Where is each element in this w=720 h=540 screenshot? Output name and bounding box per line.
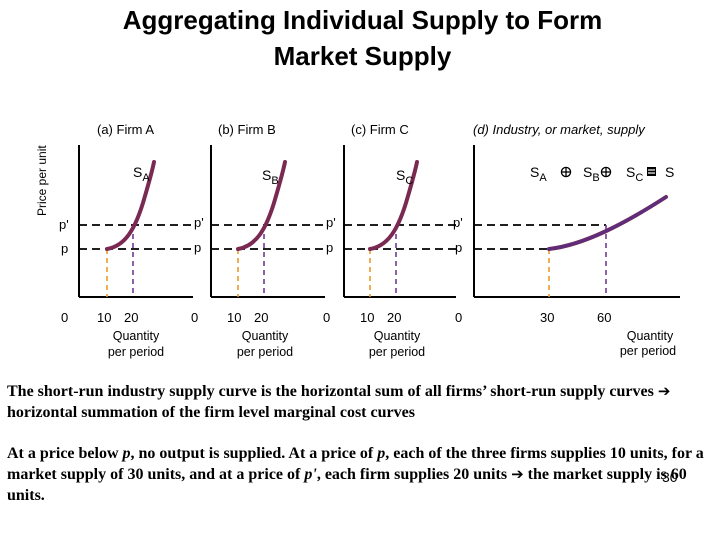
plus-icon: [560, 166, 572, 178]
origin-d: 0: [455, 310, 462, 325]
tick-20-a: 20: [124, 310, 138, 325]
x-label-b-1: Quantity: [242, 329, 289, 343]
arrow-right-icon: ➔: [657, 382, 671, 400]
tick-10-c: 10: [360, 310, 374, 325]
curve-label-a: SA: [133, 164, 150, 184]
caption-explanation: At a price below p, no output is supplie…: [7, 445, 704, 504]
supply-diagram: Price per unit (a) Firm A SA p' p 0 10 2…: [35, 122, 680, 359]
panel-firm-a: (a) Firm A SA p' p 0 10 20 Quantity per …: [59, 122, 193, 359]
price-low-label-d: p: [455, 240, 462, 255]
x-label-c-1: Quantity: [374, 329, 421, 343]
x-label-b-2: per period: [237, 345, 293, 359]
panel-firm-b: (b) Firm B SB p' p 0 10 20 Quantity per …: [191, 122, 325, 359]
x-label-a-1: Quantity: [113, 329, 160, 343]
panel-firm-c: (c) Firm C SC p' p 0 10 20 Quantity per …: [323, 122, 456, 359]
panel-title-d: (d) Industry, or market, supply: [473, 122, 646, 137]
title-line-1: Aggregating Individual Supply to Form: [122, 5, 603, 35]
panel-title-c: (c) Firm C: [351, 122, 409, 137]
price-high-label-b: p': [194, 215, 204, 230]
origin-b: 0: [191, 310, 198, 325]
title-line-2: Market Supply: [273, 41, 452, 71]
x-label-d-2: per period: [620, 344, 676, 358]
supply-curve-c: [368, 160, 419, 251]
market-supply-curve: [547, 195, 668, 251]
price-high-label-c: p': [326, 215, 336, 230]
x-label-c-2: per period: [369, 345, 425, 359]
price-high-label-d: p': [453, 215, 463, 230]
tick-20-b: 20: [254, 310, 268, 325]
tick-20-c: 20: [387, 310, 401, 325]
price-low-label-a: p: [61, 241, 68, 256]
price-high-label-a: p': [59, 217, 69, 232]
equals-icon: [647, 167, 656, 176]
market-supply-curve-markers: [547, 195, 668, 251]
x-label-a-2: per period: [108, 345, 164, 359]
curve-label-b: SB: [262, 167, 279, 187]
origin-c: 0: [323, 310, 330, 325]
slide-title: Aggregating Individual Supply to Form Ma…: [0, 2, 720, 74]
y-axis-label: Price per unit: [35, 145, 49, 216]
caption-horizontal-sum: The short-run industry supply curve is t…: [7, 382, 671, 421]
tick-30-d: 30: [540, 310, 554, 325]
supply-curve-a: [105, 160, 156, 251]
curve-label-c: SC: [396, 167, 413, 187]
price-low-label-c: p: [326, 240, 333, 255]
panel-title-a: (a) Firm A: [97, 122, 154, 137]
price-low-label-b: p: [194, 240, 201, 255]
tick-10-a: 10: [97, 310, 111, 325]
plus-icon: [600, 166, 612, 178]
panel-market: (d) Industry, or market, supply SA SB SC S …: [453, 122, 680, 358]
supply-curve-b: [236, 160, 287, 251]
origin-a: 0: [61, 310, 68, 325]
arrow-right-icon: ➔: [511, 465, 524, 483]
panel-title-b: (b) Firm B: [218, 122, 276, 137]
x-label-d-1: Quantity: [627, 329, 674, 343]
tick-10-b: 10: [227, 310, 241, 325]
slide-number: 30: [662, 469, 678, 485]
tick-60-d: 60: [597, 310, 611, 325]
sum-label: SA SB SC S: [530, 164, 674, 184]
